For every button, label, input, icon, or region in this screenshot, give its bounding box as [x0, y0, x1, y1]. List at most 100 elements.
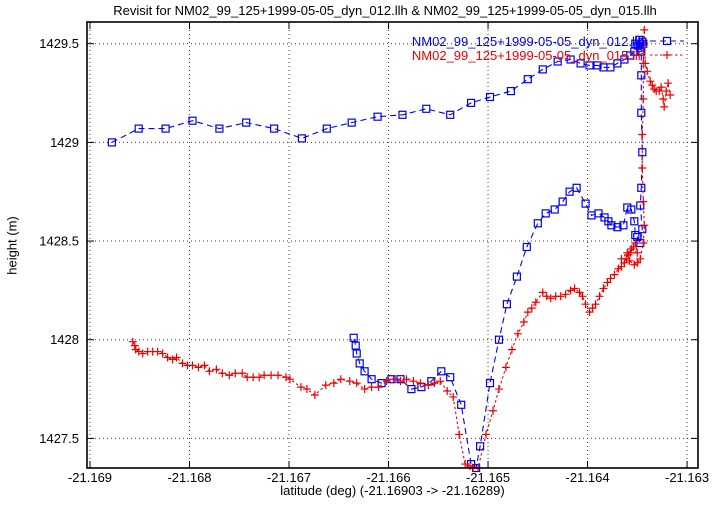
plus-marker: [436, 377, 445, 386]
plus-marker: [416, 379, 425, 388]
plus-marker: [374, 383, 383, 392]
square-marker: [638, 148, 647, 157]
square-marker: [446, 373, 455, 382]
square-marker: [446, 110, 455, 119]
square-marker: [541, 209, 550, 218]
plus-marker: [367, 383, 376, 392]
square-marker: [457, 400, 466, 409]
square-marker: [347, 118, 356, 127]
plus-marker: [200, 361, 209, 370]
x-tick-label: -21.166: [366, 470, 410, 485]
square-marker: [630, 217, 639, 226]
plus-marker: [640, 221, 649, 230]
square-marker: [360, 367, 369, 376]
square-marker: [593, 61, 602, 70]
plus-marker: [624, 250, 633, 259]
square-marker: [215, 124, 224, 133]
plus-marker: [282, 373, 291, 382]
plus-marker: [578, 292, 587, 301]
plus-marker: [507, 345, 516, 354]
plus-marker: [225, 371, 234, 380]
plus-marker: [627, 244, 636, 253]
plus-marker: [617, 254, 626, 263]
plus-marker: [591, 300, 600, 309]
plus-marker: [636, 254, 645, 263]
plus-marker: [267, 371, 276, 380]
square-marker: [407, 385, 416, 394]
plus-marker: [163, 353, 172, 362]
plus-marker: [581, 300, 590, 309]
square-marker: [623, 203, 632, 212]
plus-marker: [513, 329, 522, 338]
plus-marker: [606, 274, 615, 283]
square-marker: [637, 108, 646, 117]
square-marker: [619, 221, 628, 230]
x-tick-label: -21.164: [565, 470, 609, 485]
plus-marker: [639, 197, 648, 206]
plot-border: [86, 21, 699, 469]
plus-marker: [455, 430, 464, 439]
square-marker: [373, 112, 382, 121]
square-marker: [270, 124, 279, 133]
legend-line-sample: [650, 36, 684, 46]
square-marker: [550, 205, 559, 214]
square-marker: [538, 65, 547, 74]
plus-marker: [599, 284, 608, 293]
y-tick-label: 1428.5: [39, 234, 79, 249]
plus-marker: [657, 83, 666, 92]
plus-marker: [443, 387, 452, 396]
plus-marker: [643, 67, 652, 76]
legend-label: NM02_99_125+1999-05-05_dyn_012.llh: [411, 33, 645, 49]
x-tick-label: -21.167: [267, 470, 311, 485]
plus-marker: [134, 347, 143, 356]
plus-marker: [409, 377, 418, 386]
plus-marker: [531, 298, 540, 307]
plus-marker: [664, 79, 673, 88]
square-marker: [485, 92, 495, 102]
y-tick-label: 1429.5: [39, 36, 79, 51]
square-marker: [107, 138, 117, 147]
chart-title: Revisit for NM02_99_125+1999-05-05_dyn_0…: [113, 3, 657, 18]
square-marker: [398, 110, 407, 119]
plus-marker: [396, 377, 405, 386]
square-marker: [522, 242, 531, 252]
plus-marker: [638, 130, 647, 139]
plus-marker: [631, 239, 640, 248]
plus-marker: [329, 379, 338, 388]
square-marker: [558, 197, 567, 206]
square-marker: [502, 300, 511, 309]
plus-marker: [430, 379, 439, 388]
plus-marker: [172, 353, 181, 362]
square-marker: [297, 134, 306, 143]
plus-marker: [336, 375, 345, 384]
square-marker: [349, 333, 358, 342]
x-tick-label: -21.165: [466, 470, 510, 485]
plus-marker: [566, 286, 575, 295]
plus-marker: [482, 430, 491, 439]
plus-marker: [639, 94, 648, 103]
plus-marker: [570, 284, 579, 293]
plus-marker: [153, 347, 162, 356]
plus-marker: [449, 392, 458, 401]
x-tick-label: -21.168: [167, 470, 211, 485]
plus-marker: [625, 256, 634, 265]
plus-marker: [659, 94, 668, 103]
plus-marker: [638, 164, 647, 173]
plus-marker: [296, 383, 305, 392]
x-tick-label: -21.163: [665, 470, 709, 485]
plus-marker: [424, 381, 433, 390]
square-marker: [494, 335, 504, 344]
square-marker: [467, 98, 476, 108]
square-marker: [566, 55, 575, 64]
plus-marker: [321, 381, 330, 390]
plus-marker: [302, 385, 311, 394]
plus-marker: [610, 270, 619, 279]
plus-marker: [238, 369, 247, 378]
plus-marker: [194, 363, 203, 372]
plus-marker: [205, 367, 214, 376]
plus-marker: [595, 292, 604, 301]
plus-marker: [660, 102, 669, 111]
plus-marker: [641, 59, 650, 68]
plus-marker: [260, 371, 269, 380]
